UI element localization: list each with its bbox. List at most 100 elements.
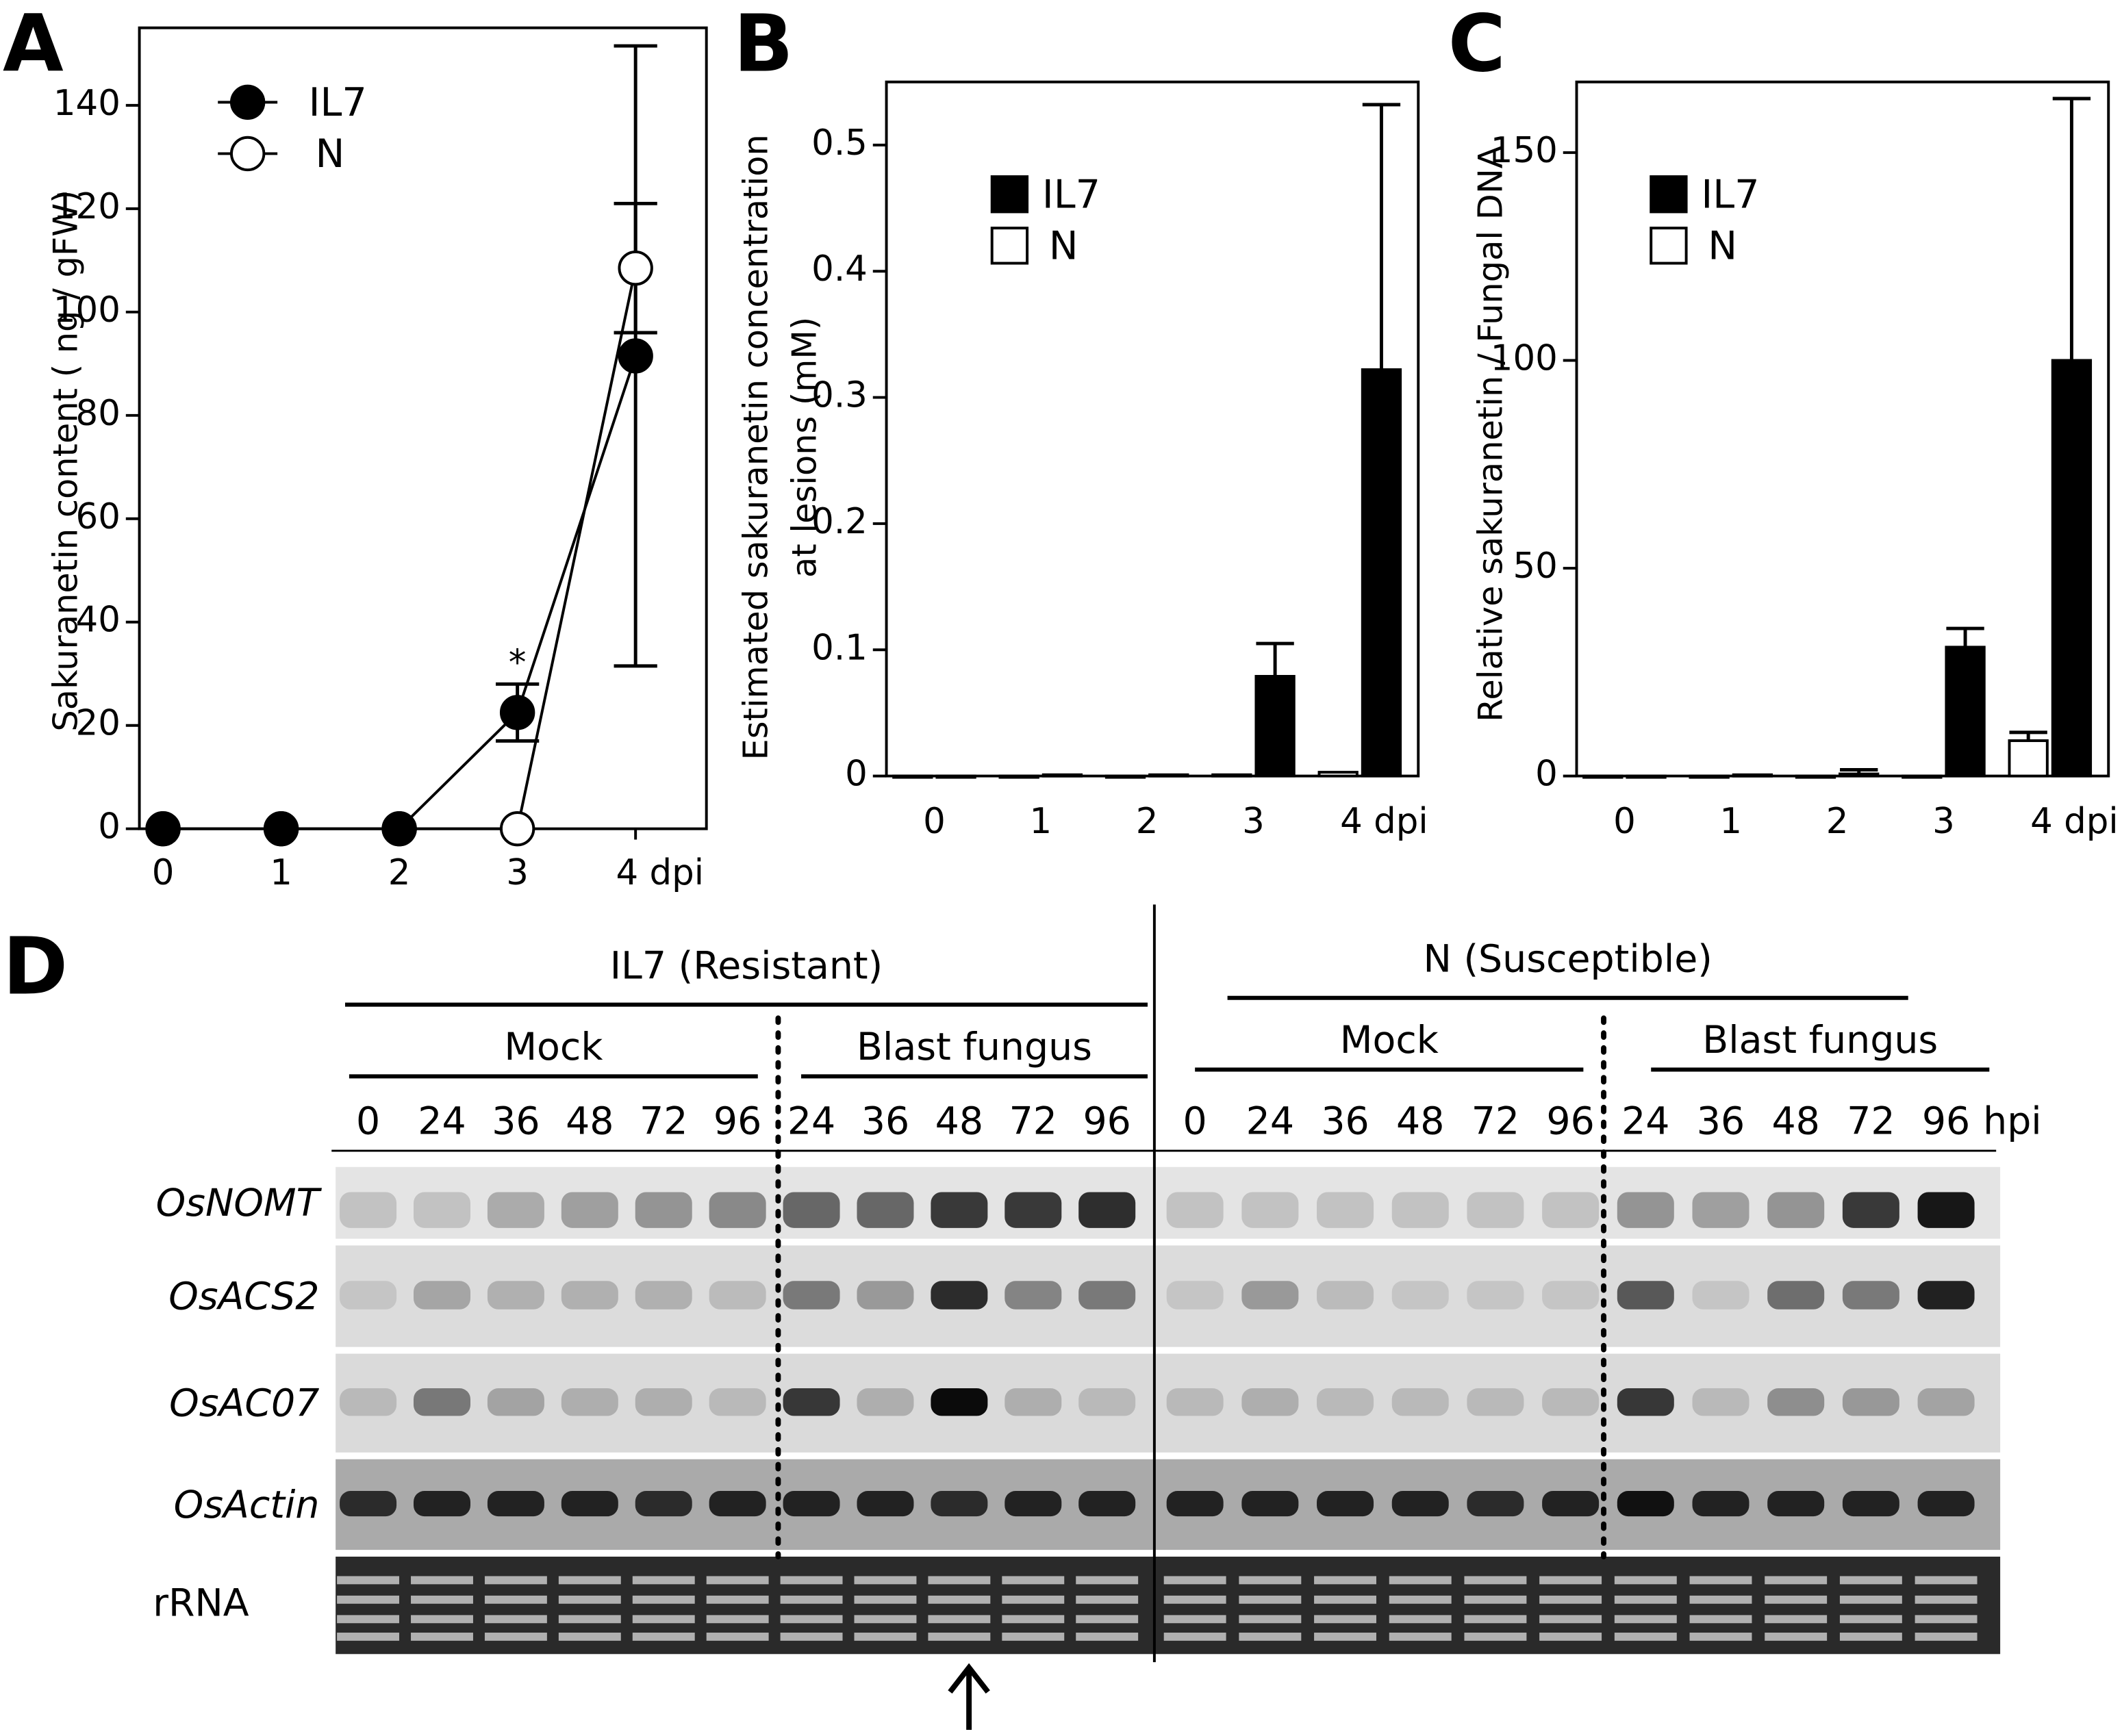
rrna-band <box>1915 1595 1978 1604</box>
band <box>1005 1192 1062 1228</box>
bar <box>1732 773 1773 778</box>
rrna-band <box>928 1632 991 1641</box>
band <box>1692 1491 1750 1517</box>
lane-label: 24 <box>787 1100 835 1144</box>
lane-label: 48 <box>1771 1100 1819 1144</box>
lane-label: 36 <box>1697 1100 1745 1144</box>
rrna-band <box>1539 1576 1602 1585</box>
y-axis-label: at lesions (mM) <box>784 317 824 578</box>
x-tick-label: 2 <box>1826 801 1849 842</box>
x-tick-label: 0 <box>923 801 946 842</box>
blot-strip <box>336 1245 2001 1347</box>
rrna-band <box>1839 1595 1902 1604</box>
rrna-band <box>854 1576 917 1585</box>
legend-swatch <box>990 227 1029 265</box>
unit-label: hpi <box>1983 1100 2042 1144</box>
band <box>1166 1281 1224 1310</box>
rrna-band <box>1765 1595 1828 1604</box>
lane-label: 72 <box>1009 1100 1057 1144</box>
rrna-band <box>780 1595 843 1604</box>
rrna-band <box>1614 1632 1677 1641</box>
legend-swatch <box>1650 175 1688 214</box>
bar <box>2008 739 2049 778</box>
lane-label: 0 <box>1183 1100 1207 1144</box>
bar <box>998 774 1039 779</box>
lane-label: 36 <box>492 1100 540 1144</box>
band <box>1467 1281 1524 1310</box>
rrna-band <box>780 1615 843 1624</box>
bar <box>1582 774 1624 779</box>
gene-label: OsActin <box>174 1483 320 1527</box>
bar <box>1211 773 1252 778</box>
band <box>1917 1281 1975 1310</box>
x-tick-label: 2 <box>388 852 411 893</box>
treatment-label: Mock <box>504 1025 603 1069</box>
band <box>1005 1491 1062 1517</box>
y-tick-label: 0 <box>1535 754 1558 795</box>
y-axis-label: Sakuranetin content ( ng / gFW) <box>45 190 85 732</box>
rrna-band <box>780 1576 843 1585</box>
band <box>931 1192 988 1228</box>
rrna-band <box>1076 1615 1139 1624</box>
rrna-band <box>706 1615 769 1624</box>
rrna-band <box>854 1615 917 1624</box>
y-tick-label: 0.5 <box>811 123 868 164</box>
rrna-band <box>1314 1576 1377 1585</box>
band <box>1917 1192 1975 1228</box>
rrna-band <box>1163 1576 1226 1585</box>
y-axis-label: Relative sakuranetin / Fungal DNA <box>1470 145 1510 722</box>
rrna-band <box>411 1595 473 1604</box>
band <box>1617 1281 1674 1310</box>
x-tick-label: 3 <box>506 852 529 893</box>
rrna-band <box>632 1632 695 1641</box>
lane-label: 96 <box>1546 1100 1594 1144</box>
band <box>1542 1491 1600 1517</box>
rrna-band <box>706 1595 769 1604</box>
rrna-band <box>1839 1615 1902 1624</box>
x-tick-label: 1 <box>1719 801 1742 842</box>
x-tick-label: 0 <box>1613 801 1636 842</box>
x-tick-label: 1 <box>1029 801 1052 842</box>
band <box>1542 1192 1600 1228</box>
blot-strip <box>336 1166 2001 1239</box>
rrna-band <box>928 1615 991 1624</box>
rrna-band <box>1915 1576 1978 1585</box>
lane-label: 72 <box>640 1100 687 1144</box>
x-tick-label: 2 <box>1136 801 1159 842</box>
x-tick-label: 4 dpi <box>2030 801 2119 842</box>
band <box>413 1491 470 1517</box>
rrna-band <box>1314 1615 1377 1624</box>
band <box>1467 1491 1524 1517</box>
rrna-band <box>484 1632 547 1641</box>
band <box>413 1192 470 1228</box>
rrna-band <box>1389 1632 1452 1641</box>
bar <box>1945 646 1986 778</box>
lane-label: 72 <box>1471 1100 1519 1144</box>
x-tick-label: 3 <box>1242 801 1265 842</box>
x-tick-label: 3 <box>1932 801 1955 842</box>
rrna-band <box>411 1576 473 1585</box>
gene-label: OsACS2 <box>168 1275 319 1319</box>
bar <box>1254 674 1296 778</box>
bar <box>1041 773 1083 778</box>
band <box>1391 1281 1449 1310</box>
lane-label: 36 <box>1321 1100 1369 1144</box>
band <box>1391 1192 1449 1228</box>
band <box>1842 1491 1899 1517</box>
legend-swatch <box>1650 227 1688 265</box>
rrna-band <box>1765 1615 1828 1624</box>
y-tick-label: 50 <box>1513 546 1557 587</box>
band <box>487 1388 544 1416</box>
band <box>1767 1192 1825 1228</box>
lane-label: 0 <box>356 1100 380 1144</box>
band <box>1767 1281 1825 1310</box>
annotation: * <box>509 643 527 684</box>
lane-label: 24 <box>1246 1100 1294 1144</box>
rrna-band <box>1915 1615 1978 1624</box>
bar <box>1148 773 1189 778</box>
row-label: rRNA <box>153 1581 249 1625</box>
band <box>1241 1491 1299 1517</box>
x-tick-label: 1 <box>270 852 292 893</box>
y-tick-label: 0.1 <box>811 627 868 668</box>
rrna-band <box>854 1595 917 1604</box>
